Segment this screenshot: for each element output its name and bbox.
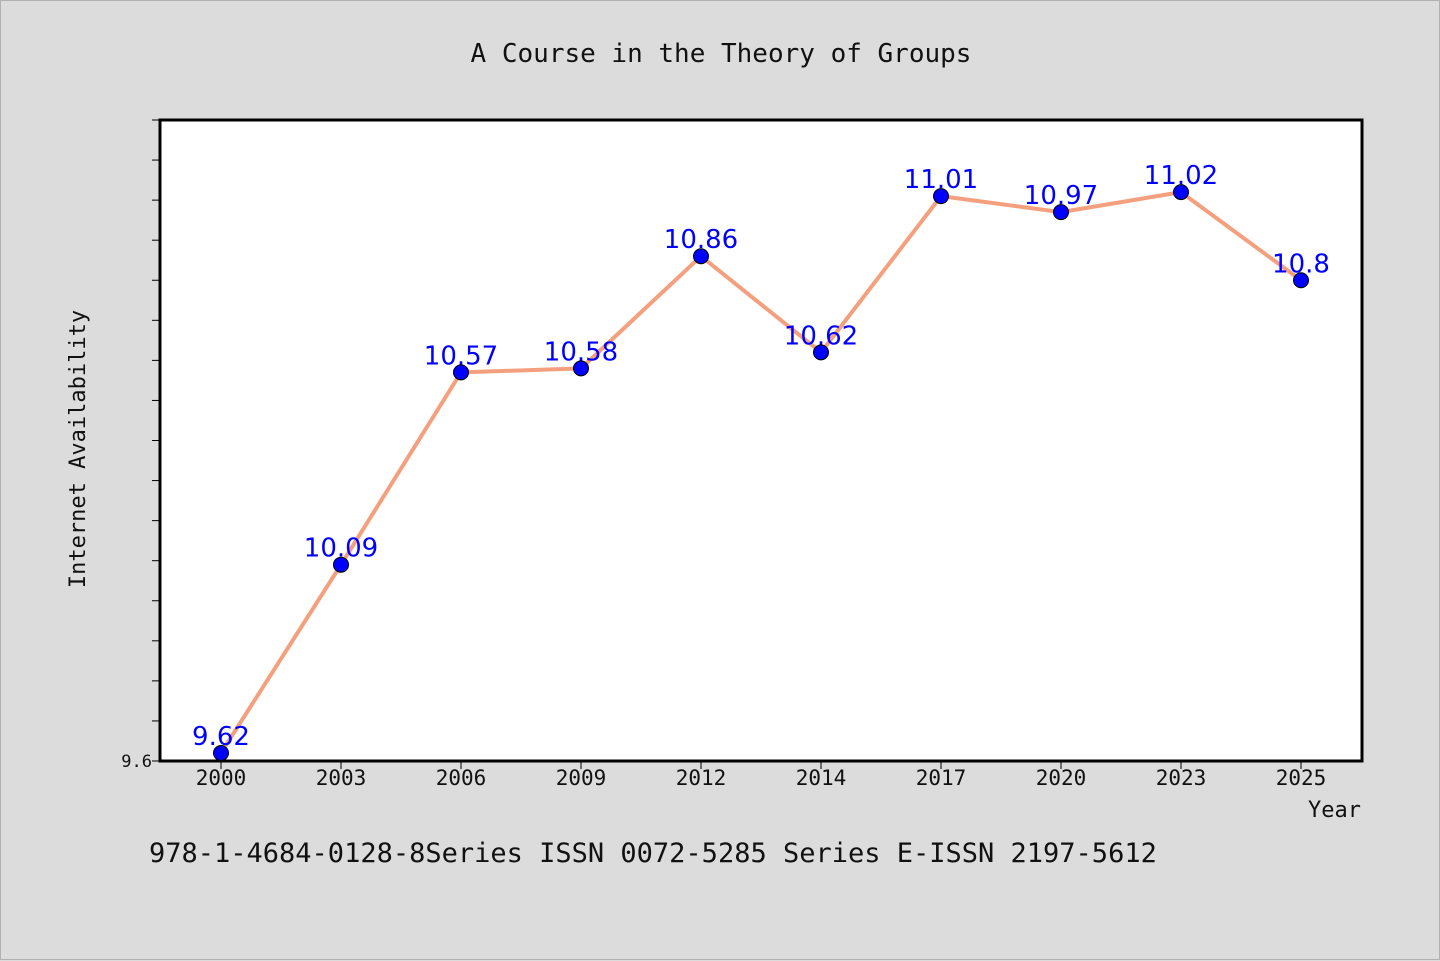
x-tick-label: 2003 [316, 766, 367, 790]
x-tick-label: 2017 [916, 766, 967, 790]
data-label: 10.62 [784, 321, 858, 351]
x-tick-label: 2012 [676, 766, 727, 790]
data-label: 10.09 [304, 534, 378, 564]
x-tick-label: 2000 [196, 766, 247, 790]
x-tick-label: 2014 [796, 766, 847, 790]
x-tick-label: 2025 [1276, 766, 1327, 790]
data-label: 10.57 [424, 341, 498, 371]
series-line [219, 190, 1303, 755]
x-axis-label: Year [1308, 798, 1361, 823]
data-point [933, 188, 949, 205]
x-axis-ticks: 2000 2003 2006 2009 2012 2014 2017 2020 2023 2025 [196, 761, 1327, 790]
data-label: 10.8 [1272, 249, 1330, 279]
series-group: 9.62 10.09 10.57 10.58 10.86 10.62 11.01 10.97 1… [192, 161, 1330, 761]
data-point [573, 360, 589, 377]
data-point [1293, 272, 1309, 289]
data-label: 11.02 [1144, 161, 1218, 191]
data-point [213, 744, 229, 761]
data-label: 9.62 [192, 722, 250, 752]
data-point [453, 364, 469, 381]
x-tick-label: 2009 [556, 766, 607, 790]
data-point [1053, 204, 1069, 221]
x-tick-label: 2020 [1036, 766, 1087, 790]
x-tick-label: 2023 [1156, 766, 1207, 790]
data-label: 10.97 [1024, 181, 1098, 211]
data-point [693, 248, 709, 265]
plot-area [158, 118, 1364, 763]
x-tick-label: 2006 [436, 766, 487, 790]
data-point [813, 344, 829, 361]
data-label: 11.01 [904, 165, 978, 195]
data-point [333, 556, 349, 573]
chart-title: A Course in the Theory of Groups [471, 39, 972, 69]
y-axis-label: Internet Availability [66, 310, 91, 588]
data-point [1173, 184, 1189, 201]
data-label: 10.86 [664, 225, 738, 255]
footer-identifier-text: 978-1-4684-0128-8Series ISSN 0072-5285 S… [149, 838, 1157, 869]
y-axis-ticks: 9.6 [121, 119, 160, 772]
y-tick-label: 9.6 [121, 752, 152, 772]
data-label: 10.58 [544, 337, 618, 367]
